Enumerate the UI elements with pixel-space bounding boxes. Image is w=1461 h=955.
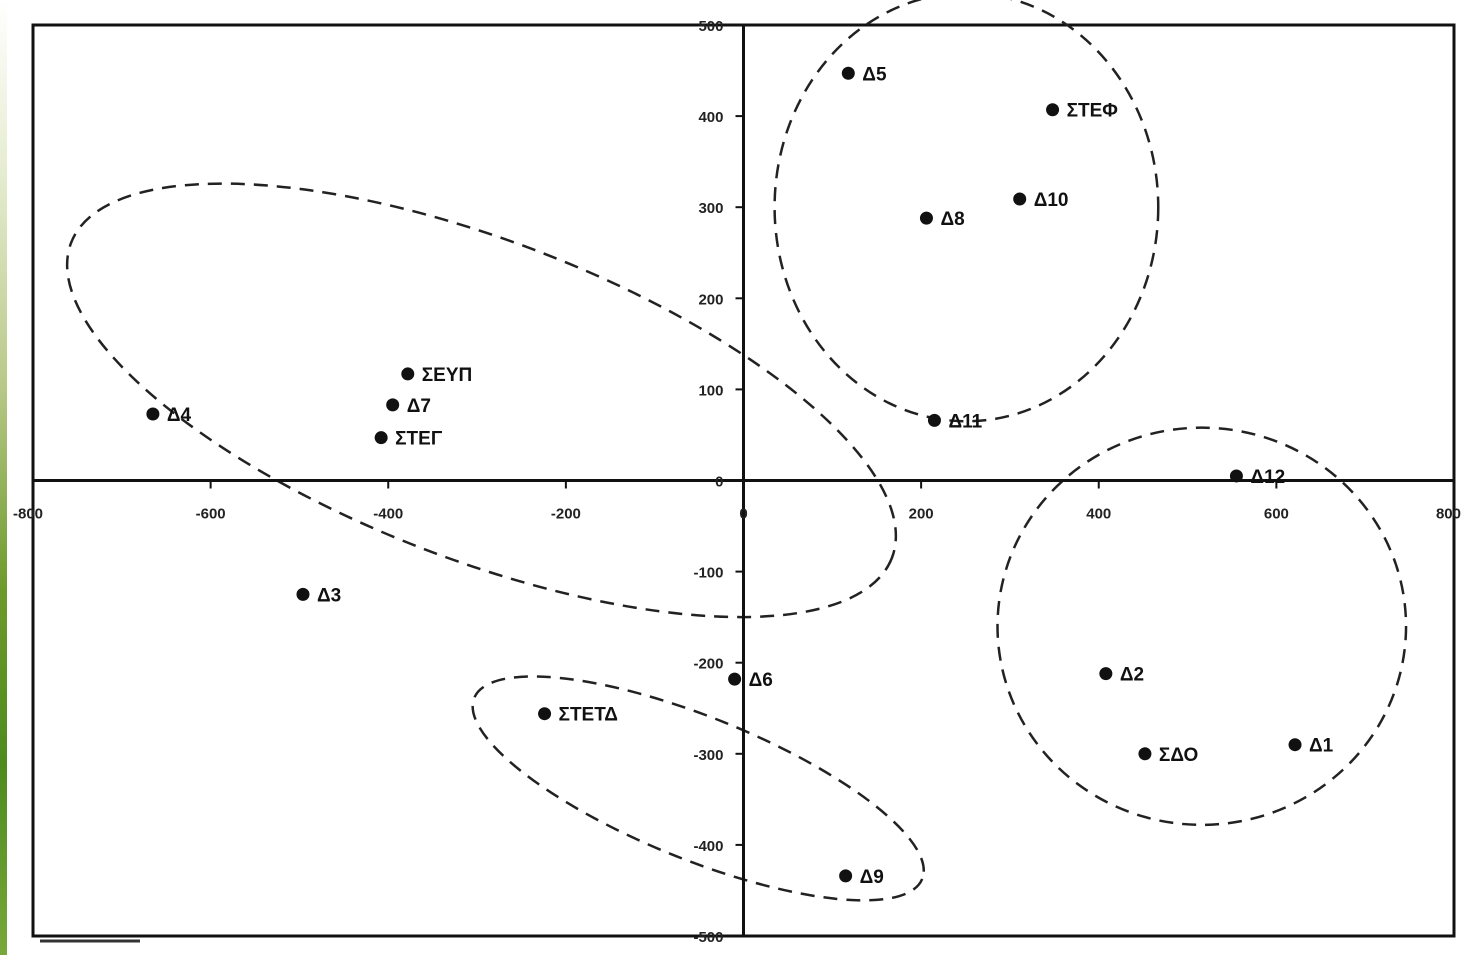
cluster-ellipse — [65, 182, 898, 619]
point-label: Δ6 — [749, 670, 773, 691]
x-axis-ticks: -800 -600 -400 -200 0 200 400 600 800 — [13, 480, 1461, 523]
point-label: ΣΤΕΓ — [395, 429, 443, 450]
x-tick-label: 600 — [1264, 506, 1289, 523]
point-label: Δ3 — [317, 585, 341, 606]
data-point — [296, 587, 310, 601]
point-label: Δ7 — [407, 396, 431, 417]
y-tick-label: -100 — [693, 565, 723, 582]
y-tick-label: 400 — [698, 109, 723, 126]
cluster-outlines — [65, 0, 1408, 902]
data-point — [919, 211, 933, 225]
point-label: Δ9 — [860, 867, 884, 888]
y-tick-label: 300 — [698, 200, 723, 217]
data-point — [728, 672, 742, 686]
point-label: Δ1 — [1309, 736, 1334, 757]
y-tick-label: 500 — [698, 18, 723, 35]
y-axis-ticks: 500 400 300 200 100 0 -100 -200 -300 -400 -500 — [693, 18, 744, 946]
point-label: Δ2 — [1120, 665, 1144, 686]
point-label: Δ5 — [862, 64, 887, 85]
y-tick-label: 200 — [698, 291, 723, 308]
data-point — [1288, 738, 1302, 752]
x-tick-label: 0 — [739, 506, 747, 523]
point-label: ΣΤΕΤΔ — [559, 705, 618, 726]
data-point — [386, 398, 400, 412]
x-tick-label: -800 — [13, 506, 43, 523]
x-tick-label: -600 — [196, 506, 226, 523]
y-tick-label: -200 — [693, 656, 723, 673]
cluster-ellipse — [996, 426, 1408, 827]
point-label: Δ4 — [167, 405, 192, 426]
point-label: ΣΤΕΦ — [1067, 101, 1119, 122]
point-label: Δ12 — [1250, 467, 1285, 488]
left-edge-decoration — [0, 0, 7, 955]
data-point — [374, 431, 388, 445]
x-tick-label: 200 — [909, 506, 934, 523]
data-point — [841, 66, 855, 80]
point-label: Δ11 — [948, 411, 982, 432]
data-point — [401, 367, 415, 381]
x-tick-label: 400 — [1086, 506, 1111, 523]
x-tick-label: -200 — [551, 506, 581, 523]
y-tick-label: 100 — [698, 382, 723, 399]
data-point — [1138, 747, 1152, 761]
data-points: Δ5ΣΤΕΦΔ10Δ8Δ11ΣΕΥΠΔ7Δ4ΣΤΕΓΔ12Δ3Δ6ΣΤΕΤΔΔ2… — [146, 64, 1334, 888]
y-tick-label: 0 — [715, 474, 723, 491]
point-label: Δ10 — [1034, 190, 1069, 211]
point-label: ΣΔΟ — [1159, 745, 1198, 766]
y-tick-label: -400 — [693, 838, 723, 855]
data-point — [1099, 667, 1113, 681]
point-label: ΣΕΥΠ — [422, 365, 472, 386]
x-tick-label: -400 — [373, 506, 403, 523]
cluster-ellipse — [773, 0, 1160, 423]
data-point — [927, 413, 941, 427]
y-tick-label: -300 — [693, 747, 723, 764]
point-label: Δ8 — [940, 209, 964, 230]
cluster-ellipse — [471, 675, 926, 902]
data-point — [146, 407, 160, 421]
data-point — [1013, 192, 1027, 206]
data-point — [1046, 103, 1060, 117]
x-tick-label: 800 — [1436, 506, 1461, 523]
y-tick-label: -500 — [693, 929, 723, 946]
data-point — [1229, 469, 1243, 483]
data-point — [538, 707, 552, 721]
data-point — [839, 869, 853, 883]
